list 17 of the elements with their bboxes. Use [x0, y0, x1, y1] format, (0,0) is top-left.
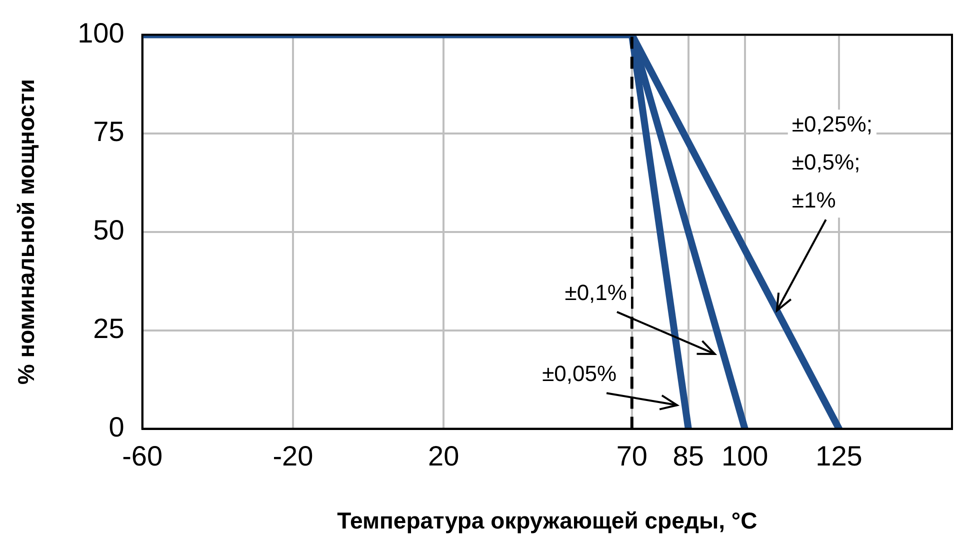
y-tick-label: 25: [93, 313, 124, 344]
y-tick-label: 75: [93, 116, 124, 148]
x-axis-title: Температура окружающей среды, °C: [337, 508, 758, 534]
x-tick-label: -60: [122, 440, 163, 472]
x-tick-label: 100: [722, 440, 768, 472]
annotation: ±0,1%: [564, 280, 627, 306]
annotation: ±0,05%: [542, 361, 617, 386]
x-tick-label: 125: [816, 440, 862, 472]
annotation: ±0,25%; ±0,5%; ±1%: [792, 112, 872, 213]
y-axis-title: % номинальной мощности: [13, 79, 40, 385]
y-tick-label: 100: [78, 18, 124, 49]
y-tick-label: 50: [93, 214, 124, 246]
x-tick-label: -20: [272, 440, 314, 472]
y-tick-label: 0: [108, 412, 124, 443]
x-tick-label: 85: [672, 440, 704, 472]
x-tick-label: 70: [616, 440, 648, 472]
x-tick-label: 20: [428, 440, 460, 472]
